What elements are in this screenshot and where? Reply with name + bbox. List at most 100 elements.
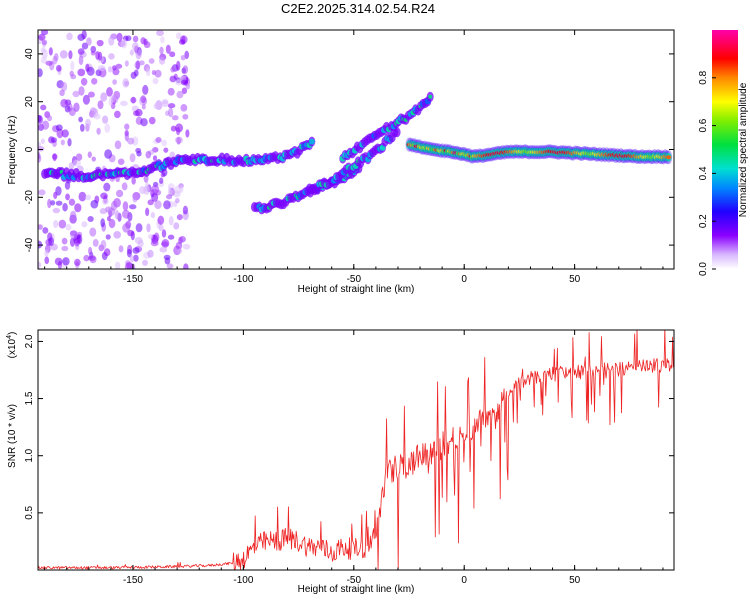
noise-blob: [64, 181, 71, 190]
noise-blob: [114, 209, 120, 220]
snr-xtick-label: 50: [569, 575, 581, 586]
snr-xtick-label: -50: [347, 575, 362, 586]
spec-xtick-label: -100: [233, 274, 253, 285]
noise-blob: [114, 110, 121, 119]
spec-ytick-label: 20: [24, 96, 35, 108]
colorbar-tick-label: 0.2: [698, 214, 709, 228]
colorbar-tick-label: 0.8: [698, 70, 709, 84]
noise-blob: [163, 147, 169, 153]
noise-blob: [61, 129, 69, 138]
noise-blob: [96, 127, 101, 135]
noise-blob: [148, 116, 156, 125]
noise-blob: [140, 95, 147, 104]
noise-blob: [67, 138, 72, 147]
noise-blob: [87, 151, 92, 159]
spec-xtick-label: -150: [123, 274, 143, 285]
colorbar-gradient: [712, 30, 738, 269]
noise-blob: [73, 102, 80, 112]
noise-blob: [130, 71, 137, 80]
noise-blob: [137, 239, 144, 248]
noise-blob: [176, 60, 181, 71]
noise-blob: [139, 186, 147, 195]
noise-blob: [121, 182, 128, 191]
noise-blob: [173, 222, 180, 230]
noise-blob: [38, 224, 43, 230]
noise-blob: [38, 189, 46, 196]
noise-blob: [178, 236, 183, 245]
noise-blob: [97, 65, 106, 72]
noise-blob: [182, 65, 189, 74]
noise-blob: [70, 230, 78, 240]
noise-blob: [148, 58, 155, 64]
track-core: [666, 155, 672, 160]
noise-blob: [151, 70, 156, 76]
noise-blob: [142, 259, 148, 266]
noise-blob: [61, 245, 69, 252]
noise-blob: [165, 44, 171, 54]
noise-blob: [135, 49, 142, 60]
snr-layer: [38, 330, 674, 570]
noise-blob: [74, 258, 81, 267]
noise-blob: [45, 60, 53, 66]
noise-blob: [175, 198, 180, 204]
noise-blob: [133, 110, 140, 117]
noise-blob: [163, 200, 171, 210]
noise-blob: [70, 60, 75, 71]
noise-blob: [182, 205, 189, 215]
noise-blob: [170, 125, 177, 132]
noise-blob: [44, 256, 50, 265]
noise-blob: [82, 94, 91, 105]
noise-blob: [175, 127, 181, 136]
noise-blob: [178, 184, 184, 193]
noise-blob: [122, 223, 131, 233]
noise-blob: [72, 90, 80, 98]
snr-xtick-label: -100: [233, 575, 253, 586]
noise-blob: [177, 248, 183, 254]
noise-blob: [103, 182, 111, 192]
noise-blob: [170, 66, 176, 73]
noise-blob: [158, 56, 166, 65]
noise-blob: [150, 211, 156, 219]
noise-blob: [68, 198, 76, 206]
noise-blob: [75, 153, 83, 161]
snr-multiplier: (x104): [6, 332, 18, 359]
noise-blob: [86, 37, 92, 46]
noise-blob: [101, 198, 109, 205]
noise-blob: [55, 124, 63, 131]
noise-blob: [78, 86, 85, 96]
noise-blob: [92, 238, 99, 247]
noise-blob: [132, 42, 139, 51]
spec-xtick-label: -50: [347, 274, 362, 285]
noise-blob: [141, 103, 146, 110]
noise-blob: [104, 149, 113, 159]
snr-panel: -150 -100 -50 0 50 0.5 1.0 1.5 2.0 Height of str…: [6, 329, 675, 595]
noise-blob: [145, 67, 151, 76]
noise-blob: [120, 100, 128, 107]
noise-blob: [129, 153, 136, 163]
noise-blob: [185, 129, 190, 138]
noise-blob: [125, 35, 132, 42]
noise-blob: [107, 66, 113, 73]
spectrogram-axes: -150 -100 -50 0 50 -40 -20 0 20 40: [24, 30, 674, 285]
noise-blob: [38, 261, 42, 269]
noise-blob: [161, 229, 167, 238]
snr-multiplier-close: ): [7, 332, 18, 335]
noise-blob: [129, 49, 134, 56]
noise-blob: [55, 64, 62, 72]
noise-blob: [122, 209, 130, 219]
noise-blob: [183, 263, 189, 269]
noise-blob: [108, 97, 114, 107]
noise-blob: [185, 83, 191, 90]
noise-blob: [77, 68, 86, 77]
noise-blob: [116, 32, 123, 42]
spec-xtick-label: 50: [569, 274, 581, 285]
noise-blob: [136, 150, 142, 157]
noise-blob: [108, 36, 115, 46]
noise-blob: [105, 206, 113, 213]
snr-ylabel: SNR (10 * v/v): [7, 404, 18, 468]
noise-blob: [163, 254, 171, 260]
noise-blob: [120, 38, 128, 49]
noise-blob: [115, 189, 124, 198]
noise-blob: [135, 223, 143, 233]
